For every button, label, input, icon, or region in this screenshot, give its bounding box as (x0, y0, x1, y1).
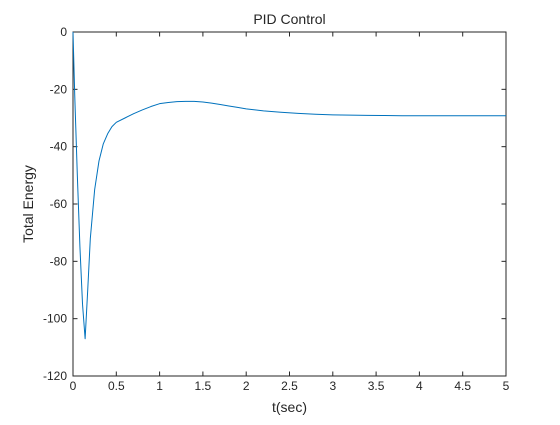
series-layer (72, 31, 506, 340)
series-line (72, 31, 506, 340)
x-tick-label: 0.5 (108, 379, 125, 393)
x-axis-label: t(sec) (272, 399, 307, 415)
x-tick-label: 4 (416, 379, 423, 393)
x-tick-label: 1.5 (195, 379, 212, 393)
chart-title: PID Control (253, 11, 325, 27)
y-axis-label: Total Energy (20, 165, 36, 243)
y-tick-label: 0 (60, 25, 67, 39)
x-axis-ticks: 0 0.5 1 1.5 2 2.5 3 3.5 4 4.5 5 (70, 32, 510, 393)
x-tick-label: 2.5 (281, 379, 298, 393)
y-tick-label: -120 (43, 369, 67, 383)
x-tick-label: 3.5 (368, 379, 385, 393)
y-tick-label: -100 (43, 312, 67, 326)
y-tick-label: -80 (50, 254, 68, 268)
y-tick-label: -60 (50, 197, 68, 211)
x-tick-label: 3 (329, 379, 336, 393)
y-tick-label: -20 (50, 82, 68, 96)
plot-area (72, 31, 507, 377)
y-tick-label: -40 (50, 140, 68, 154)
x-tick-label: 5 (503, 379, 510, 393)
x-tick-label: 2 (243, 379, 250, 393)
x-tick-label: 4.5 (454, 379, 471, 393)
x-tick-label: 0 (70, 379, 77, 393)
y-axis-ticks: 0 -20 -40 -60 -80 -100 -120 (43, 25, 506, 383)
x-tick-label: 1 (156, 379, 163, 393)
